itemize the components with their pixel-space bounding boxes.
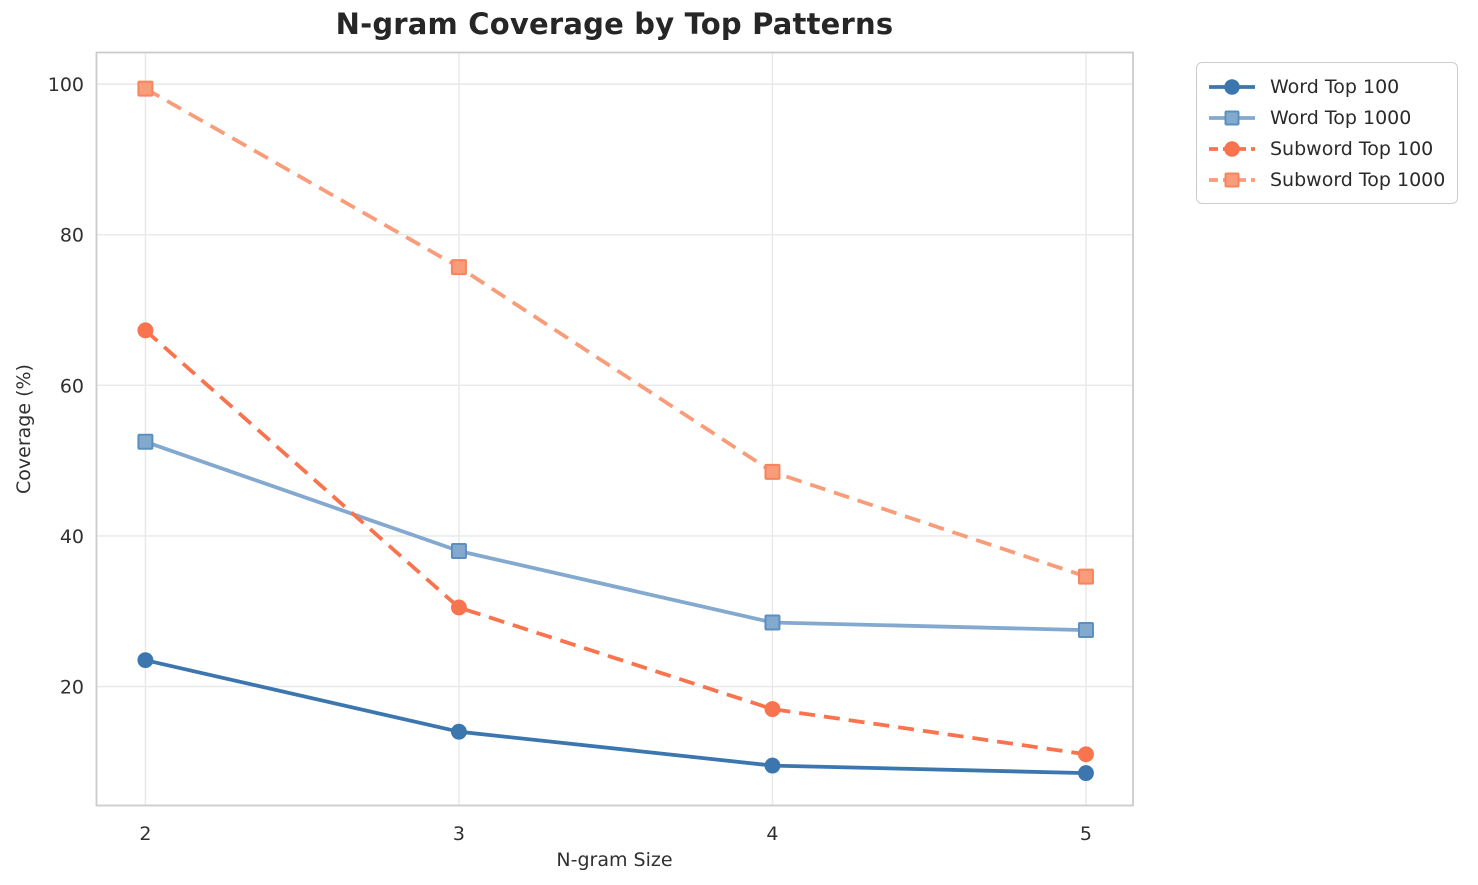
y-axis-label: Coverage (%) — [13, 364, 35, 494]
data-point-marker — [137, 433, 154, 450]
series-subword-top-100 — [137, 322, 1094, 763]
data-point-marker — [450, 599, 467, 616]
axes-spines — [95, 51, 1134, 807]
legend-label: Word Top 100 — [1270, 75, 1400, 98]
y-tick-label: 80 — [60, 225, 84, 247]
data-point-marker — [1078, 765, 1094, 782]
legend: Word Top 100 Word Top 1000 Subword Top 100… — [1196, 62, 1458, 204]
legend-label: Subword Top 1000 — [1270, 168, 1446, 191]
legend-item: Subword Top 100 — [1207, 133, 1445, 164]
series-word-top-100 — [137, 652, 1094, 782]
x-tick-label: 4 — [766, 823, 778, 845]
legend-item: Subword Top 1000 — [1207, 164, 1445, 195]
data-point-marker — [450, 259, 467, 276]
series-subword-top-1000 — [137, 80, 1094, 585]
data-point-marker — [764, 463, 781, 480]
legend-item: Word Top 1000 — [1207, 102, 1445, 133]
series-line — [144, 86, 1087, 579]
data-point-marker — [764, 701, 781, 718]
data-point-marker — [450, 723, 467, 740]
tick-labels: 2 3 4 5 20 40 60 80 100 — [48, 74, 1092, 845]
y-tick-label: 60 — [60, 375, 84, 397]
data-point-marker — [137, 652, 154, 669]
legend-dashed-line-square-marker-icon — [1209, 172, 1255, 187]
legend-label: Word Top 1000 — [1270, 106, 1412, 129]
gridlines — [96, 52, 1133, 806]
legend-item: Word Top 100 — [1207, 71, 1445, 102]
x-tick-label: 5 — [1080, 823, 1092, 845]
data-point-marker — [450, 542, 467, 559]
series-line — [144, 440, 1087, 632]
x-tick-label: 2 — [139, 823, 151, 845]
legend-solid-line-square-marker-icon — [1209, 110, 1255, 125]
legend-label: Subword Top 100 — [1270, 137, 1434, 160]
chart-title: N-gram Coverage by Top Patterns — [335, 7, 894, 41]
series-word-top-1000 — [137, 433, 1094, 639]
data-point-marker — [1077, 622, 1094, 639]
x-tick-label: 3 — [453, 823, 465, 845]
x-axis-label: N-gram Size — [556, 849, 673, 871]
y-tick-label: 40 — [60, 526, 84, 548]
data-point-marker — [1077, 568, 1094, 585]
data-point-marker — [137, 322, 154, 339]
series-line — [144, 658, 1087, 775]
legend-solid-line-circle-marker-icon — [1209, 78, 1255, 95]
y-tick-label: 20 — [60, 677, 84, 699]
data-point-marker — [1078, 746, 1094, 763]
data-point-marker — [764, 757, 781, 774]
series-line — [144, 328, 1087, 757]
data-point-marker — [764, 614, 781, 631]
data-point-marker — [137, 80, 154, 97]
y-tick-label: 100 — [48, 74, 84, 96]
legend-dashed-line-circle-marker-icon — [1209, 140, 1255, 157]
